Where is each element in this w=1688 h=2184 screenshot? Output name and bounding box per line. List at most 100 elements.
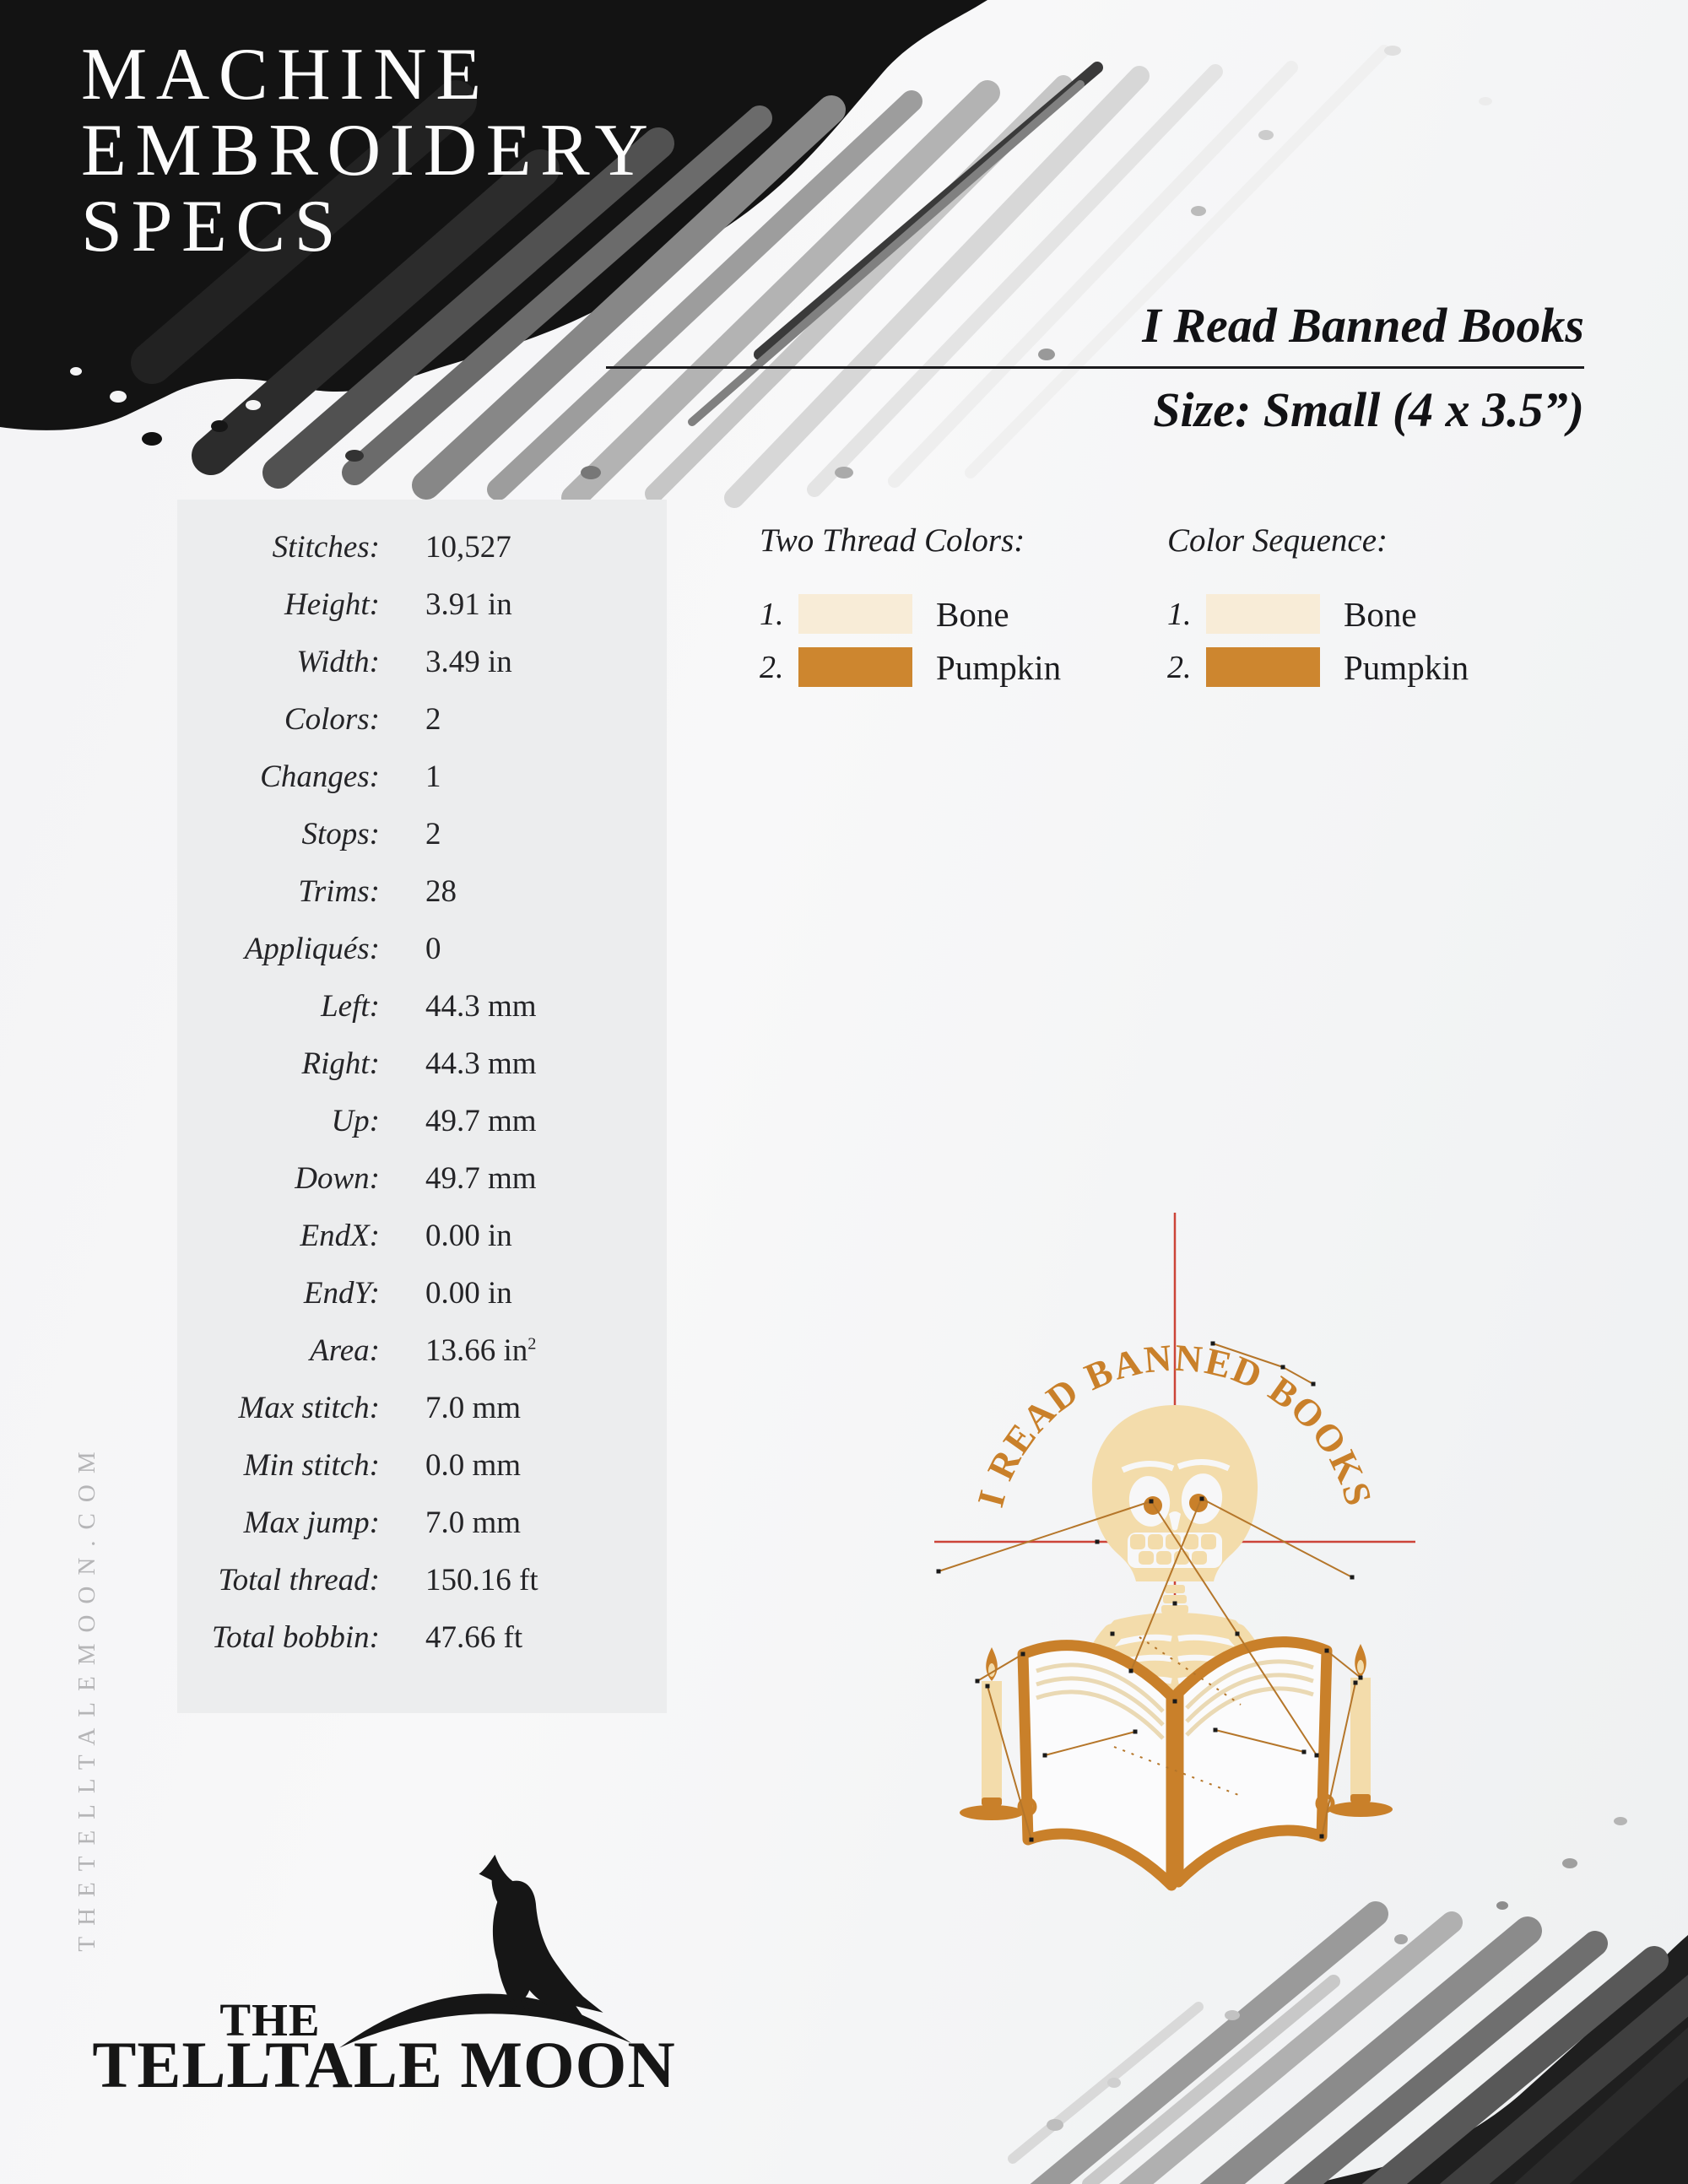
spec-value: 44.3 mm bbox=[425, 988, 537, 1024]
site-url-vertical: THETELLTALEMOON.COM bbox=[73, 1441, 100, 1952]
spec-row: Up: 49.7 mm bbox=[177, 1092, 667, 1149]
color-sequence-number: 1. bbox=[1167, 596, 1192, 632]
brush-speckles bbox=[70, 46, 1492, 479]
brush-streaks bbox=[131, 45, 1390, 511]
spec-label: EndY: bbox=[303, 1275, 380, 1311]
spec-row: EndY: 0.00 in bbox=[177, 1264, 667, 1322]
color-sequence-item: 1. Bone bbox=[1167, 594, 1564, 634]
page-title-line: EMBROIDERY bbox=[81, 110, 657, 192]
spec-row: Total bobbin: 47.66 ft bbox=[177, 1608, 667, 1666]
spec-value: 3.49 in bbox=[425, 644, 512, 679]
spec-label: Stitches: bbox=[272, 529, 380, 565]
spec-label: Total bobbin: bbox=[211, 1619, 380, 1655]
page-title-line: MACHINE bbox=[81, 34, 490, 116]
brush-streaks bbox=[1008, 1901, 1688, 2184]
thread-color-number: 2. bbox=[760, 649, 784, 685]
brush-speckles bbox=[1047, 1817, 1627, 2131]
spec-value: 3.91 in bbox=[425, 587, 512, 622]
color-sequence-block: Color Sequence: 1. Bone 2. Pumpkin bbox=[1167, 522, 1564, 700]
design-name: I Read Banned Books bbox=[1142, 298, 1584, 353]
color-sequence-heading: Color Sequence: bbox=[1167, 522, 1388, 559]
spec-value: 49.7 mm bbox=[425, 1160, 537, 1196]
spec-row: Stitches: 10,527 bbox=[177, 518, 667, 576]
spec-row: Changes: 1 bbox=[177, 748, 667, 805]
spec-value: 2 bbox=[425, 816, 441, 851]
spec-value: 44.3 mm bbox=[425, 1046, 537, 1081]
spec-value: 0.00 in bbox=[425, 1218, 512, 1253]
skull-nose bbox=[1169, 1511, 1181, 1531]
spec-label: Appliqués: bbox=[244, 931, 380, 966]
brand-word-the: THE bbox=[219, 1994, 321, 2046]
header-brush-art bbox=[0, 0, 1492, 511]
spec-label: Right: bbox=[301, 1046, 380, 1081]
page-title: MACHINE EMBROIDERY SPECS bbox=[81, 37, 657, 265]
spec-label: Total thread: bbox=[218, 1562, 380, 1597]
skull-pupil bbox=[1189, 1494, 1208, 1512]
spec-value: 7.0 mm bbox=[425, 1505, 522, 1540]
page-title-line: SPECS bbox=[81, 186, 345, 268]
spec-label: Up: bbox=[331, 1103, 380, 1138]
spec-row: Right: 44.3 mm bbox=[177, 1035, 667, 1092]
spec-row: Colors: 2 bbox=[177, 690, 667, 748]
spec-row: Max stitch: 7.0 mm bbox=[177, 1379, 667, 1436]
spec-row: Total thread: 150.16 ft bbox=[177, 1551, 667, 1608]
skull-pupil bbox=[1144, 1496, 1162, 1515]
corner-brush-art bbox=[1008, 1817, 1688, 2184]
spec-label: Down: bbox=[295, 1160, 380, 1196]
spec-label: Colors: bbox=[284, 701, 380, 737]
spec-label: EndX: bbox=[300, 1218, 380, 1253]
raven-icon bbox=[479, 1854, 603, 2025]
color-sequence-number: 2. bbox=[1167, 649, 1192, 685]
spec-row: Min stitch: 0.0 mm bbox=[177, 1436, 667, 1494]
brand-name: TELLTALE MOON bbox=[92, 2028, 676, 2101]
thread-color-name: Bone bbox=[936, 594, 1009, 634]
specs-panel: Stitches: 10,527 Height: 3.91 in Width: 3.4… bbox=[177, 500, 667, 1713]
spec-value: 28 bbox=[425, 873, 457, 909]
spec-value: 13.66 in2 bbox=[425, 1333, 537, 1368]
jump-stitch-lines bbox=[938, 1343, 1361, 1841]
candle-right bbox=[1315, 1644, 1393, 1817]
spec-value: 10,527 bbox=[425, 529, 511, 565]
thread-color-item: 2. Pumpkin bbox=[760, 647, 1156, 687]
open-book bbox=[1017, 1636, 1333, 1891]
spec-value: 1 bbox=[425, 759, 441, 794]
spec-value: 49.7 mm bbox=[425, 1103, 537, 1138]
color-sequence-item: 2. Pumpkin bbox=[1167, 647, 1564, 687]
thread-color-name: Pumpkin bbox=[936, 647, 1062, 687]
spec-row: Left: 44.3 mm bbox=[177, 977, 667, 1035]
spec-label: Stops: bbox=[301, 816, 381, 851]
thread-colors-heading: Two Thread Colors: bbox=[760, 522, 1025, 559]
spec-row: Width: 3.49 in bbox=[177, 633, 667, 690]
raven-moon-logo bbox=[339, 1854, 631, 2048]
spec-row: Trims: 28 bbox=[177, 862, 667, 920]
spec-value: 0.00 in bbox=[425, 1275, 512, 1311]
embroidery-preview: I READ BANNED BOOKS bbox=[934, 1213, 1415, 1891]
spec-value: 47.66 ft bbox=[425, 1619, 523, 1655]
stitch-points bbox=[936, 1341, 1363, 1842]
pumpkin-swatch bbox=[798, 647, 912, 687]
spec-value: 0.0 mm bbox=[425, 1447, 522, 1483]
candle-left bbox=[960, 1647, 1037, 1820]
bone-swatch bbox=[798, 594, 912, 634]
skeleton-skull bbox=[1091, 1405, 1258, 1581]
spec-label: Max stitch: bbox=[238, 1390, 380, 1425]
spec-row: EndX: 0.00 in bbox=[177, 1207, 667, 1264]
spec-row: Area: 13.66 in2 bbox=[177, 1322, 667, 1379]
spec-label: Left: bbox=[321, 988, 380, 1024]
spec-label: Height: bbox=[284, 587, 380, 622]
spec-value: 0 bbox=[425, 931, 441, 966]
size-label: Size: Small (4 x 3.5”) bbox=[1153, 382, 1584, 437]
header-rule bbox=[606, 366, 1584, 369]
spec-value: 150.16 ft bbox=[425, 1562, 538, 1597]
spec-row: Down: 49.7 mm bbox=[177, 1149, 667, 1207]
thread-colors-block: Two Thread Colors: 1. Bone 2. Pumpkin bbox=[760, 522, 1156, 700]
spec-row: Height: 3.91 in bbox=[177, 576, 667, 633]
spec-label: Trims: bbox=[298, 873, 380, 909]
color-sequence-name: Pumpkin bbox=[1344, 647, 1469, 687]
spec-row: Max jump: 7.0 mm bbox=[177, 1494, 667, 1551]
spec-label: Width: bbox=[296, 644, 380, 679]
spec-label: Area: bbox=[310, 1333, 380, 1368]
spec-value: 2 bbox=[425, 701, 441, 737]
color-sequence-name: Bone bbox=[1344, 594, 1417, 634]
spec-value-superscript: 2 bbox=[528, 1334, 537, 1354]
